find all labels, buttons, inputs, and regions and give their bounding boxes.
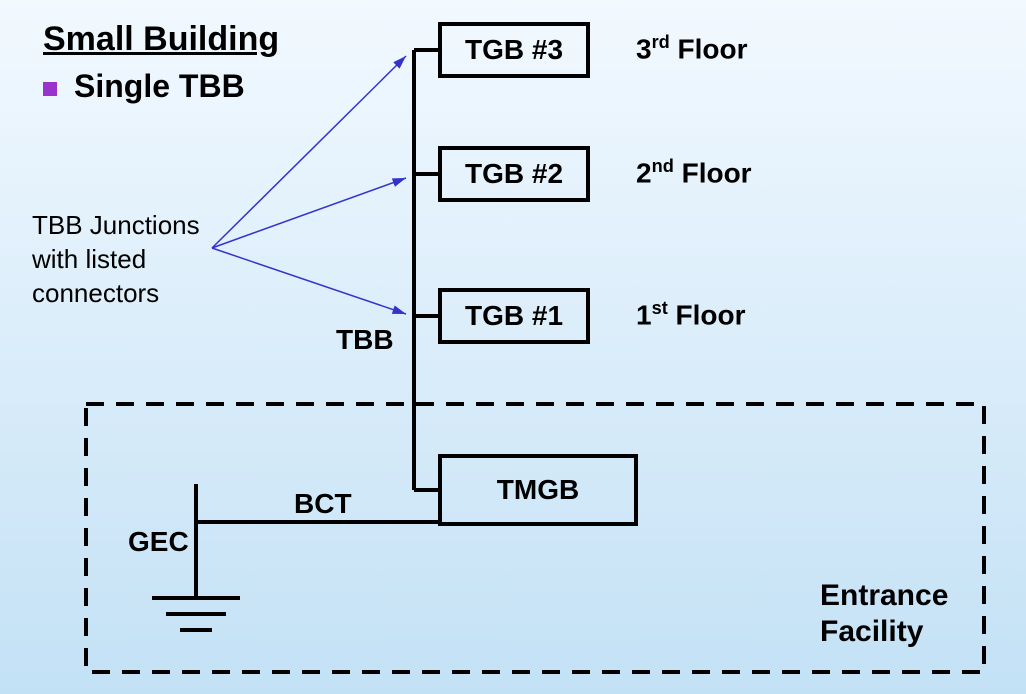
bullet-marker — [43, 82, 57, 96]
box-tgb3-label: TGB #3 — [465, 34, 563, 66]
floor-3-label: 3rd Floor — [636, 32, 748, 65]
floor-1-label: 1st Floor — [636, 298, 746, 331]
box-tgb1: TGB #1 — [438, 288, 590, 344]
junction-label: TBB Junctionswith listedconnectors — [32, 208, 200, 310]
entrance-facility-label: EntranceFacility — [820, 578, 948, 650]
box-tgb1-label: TGB #1 — [465, 300, 563, 332]
gec-label: GEC — [128, 526, 189, 558]
box-tgb2-label: TGB #2 — [465, 158, 563, 190]
slide-title: Small Building — [43, 20, 279, 59]
floor-2-label: 2nd Floor — [636, 156, 752, 189]
tbb-label: TBB — [336, 324, 394, 356]
box-tmgb: TMGB — [438, 454, 638, 526]
bct-label: BCT — [294, 488, 352, 520]
box-tmgb-label: TMGB — [497, 474, 579, 506]
bullet-text: Single TBB — [74, 68, 245, 105]
box-tgb3: TGB #3 — [438, 22, 590, 78]
box-tgb2: TGB #2 — [438, 146, 590, 202]
